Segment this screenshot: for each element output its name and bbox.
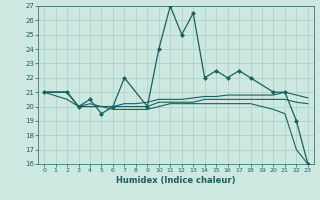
- X-axis label: Humidex (Indice chaleur): Humidex (Indice chaleur): [116, 176, 236, 185]
